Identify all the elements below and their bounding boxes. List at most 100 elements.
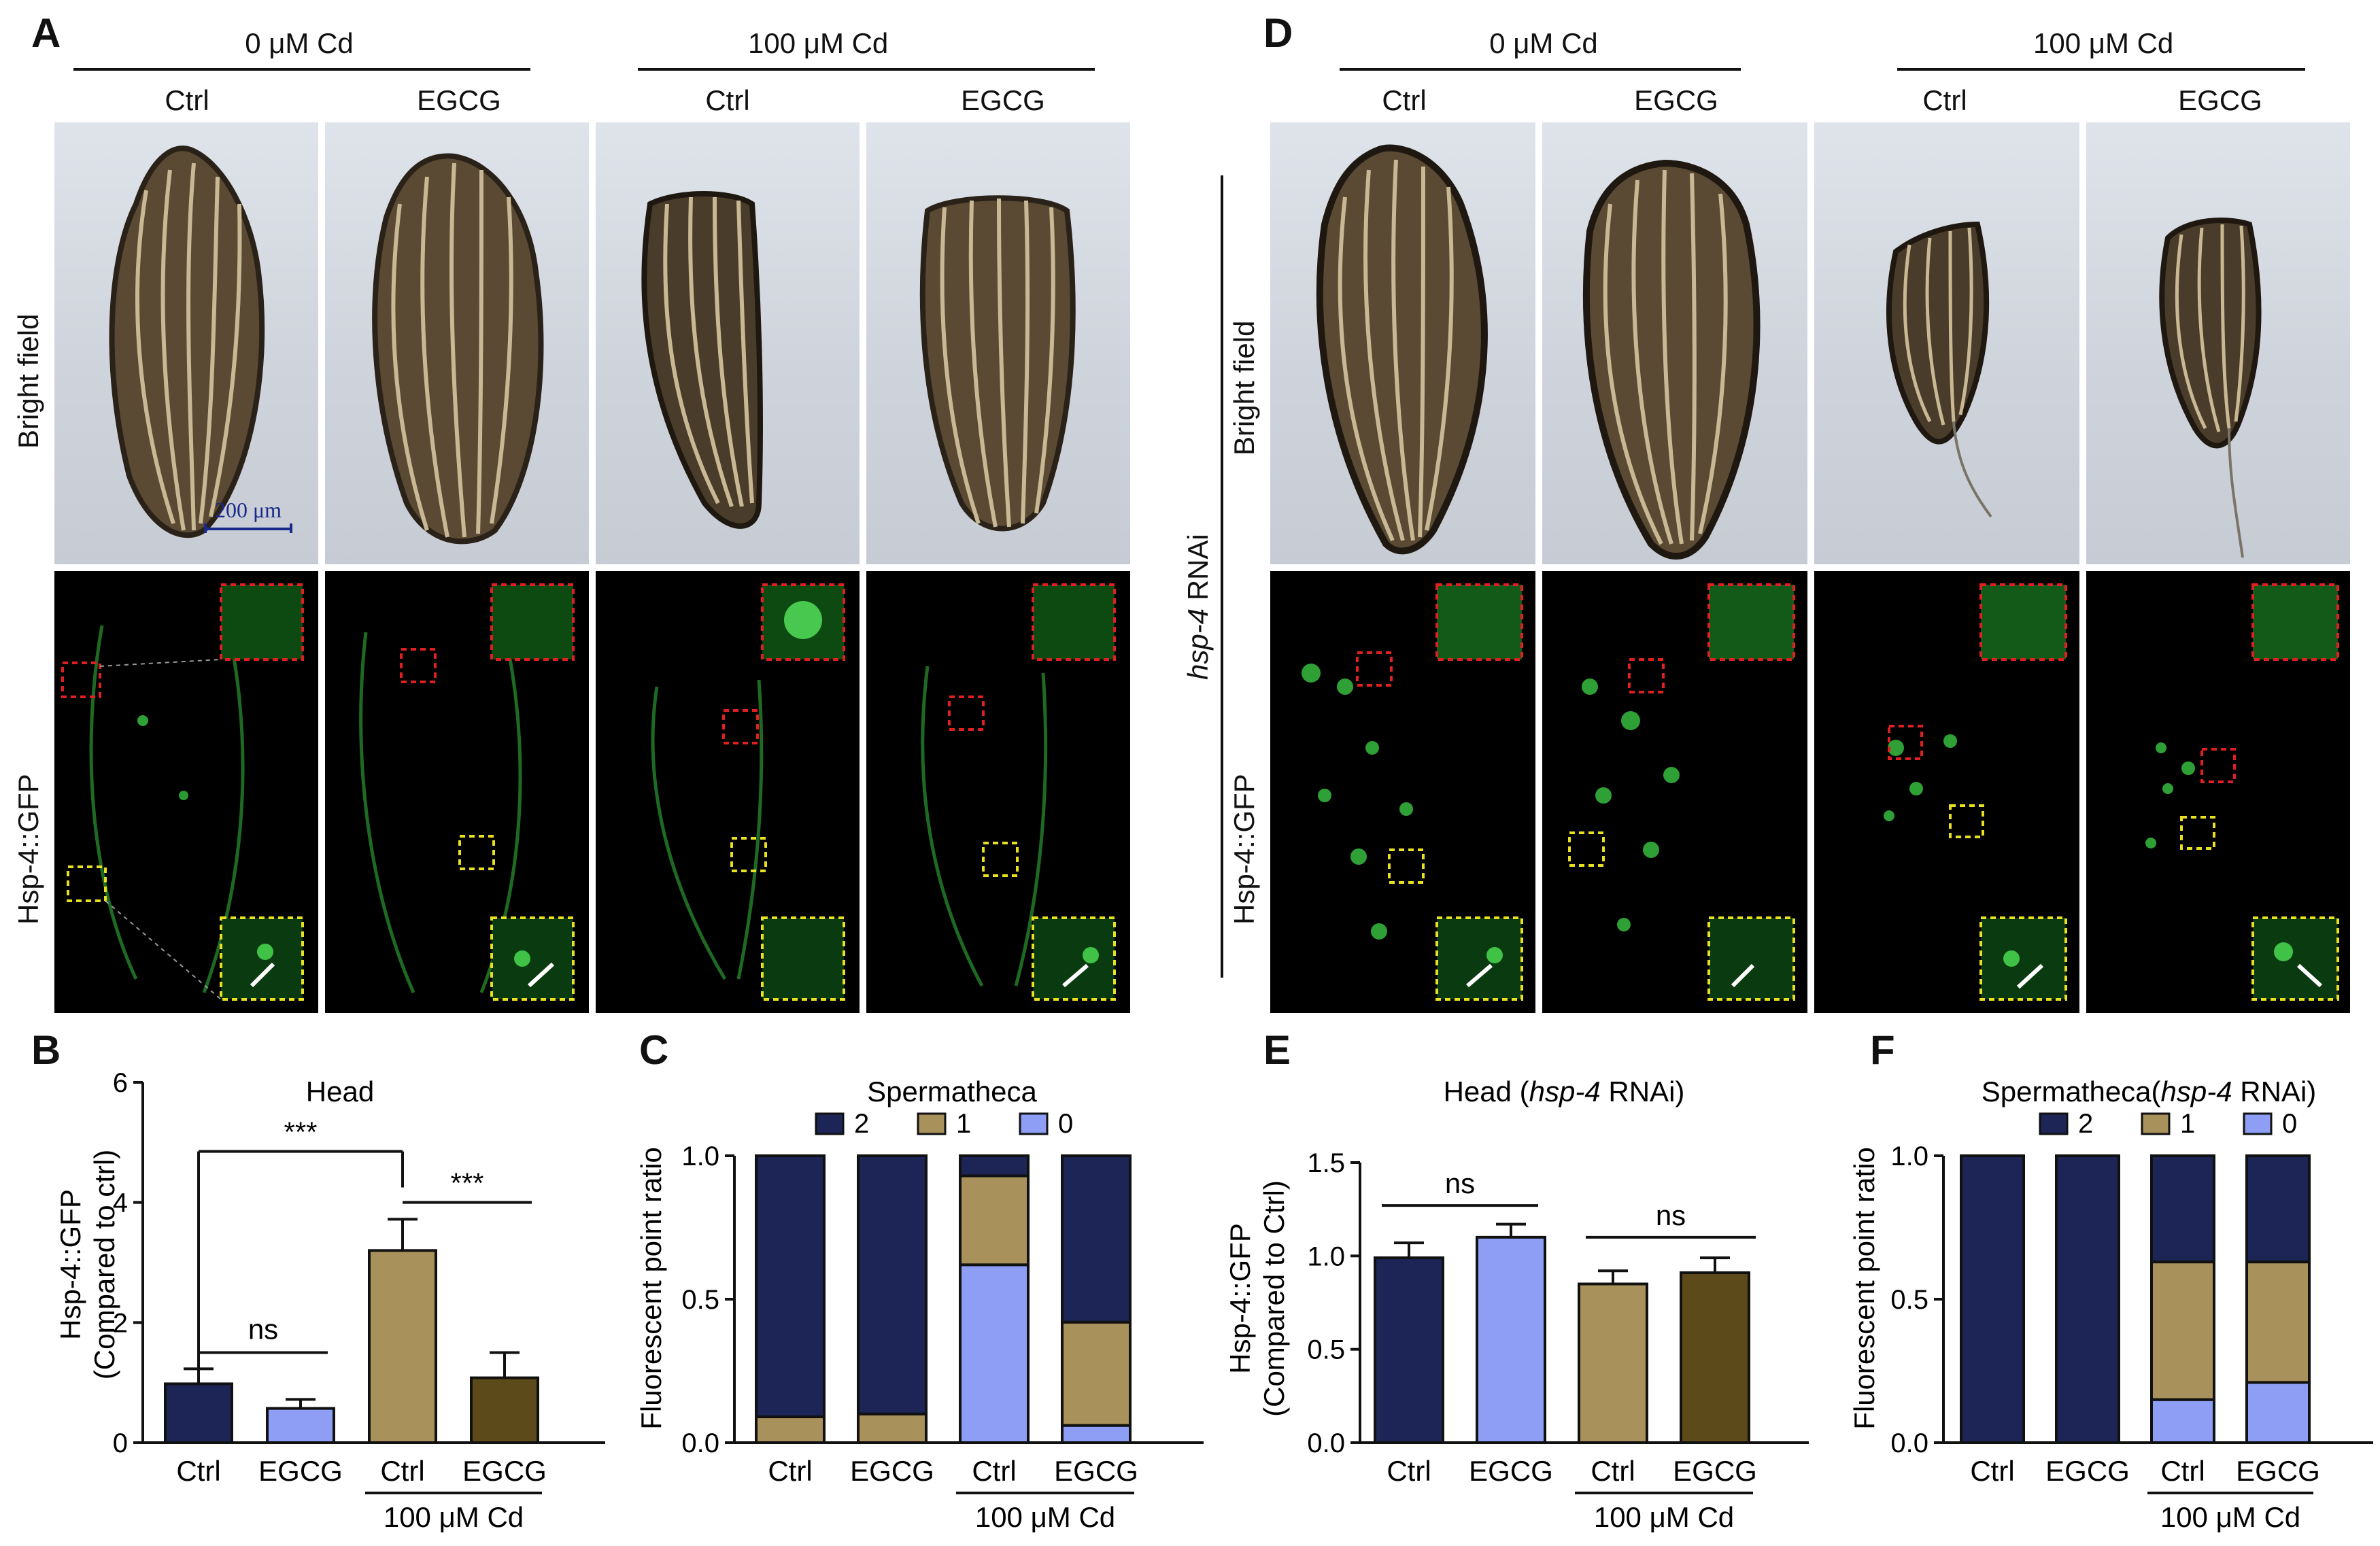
bar [1476, 1235, 1546, 1444]
y-tick-label: 1.5 [1307, 1148, 1345, 1178]
x-tick-label: EGCG [258, 1455, 343, 1487]
yellow-inset-box [1435, 916, 1523, 1001]
arrow-icon [1062, 963, 1089, 988]
y-tick-label: 0.0 [681, 1428, 719, 1458]
chart-title: Spermatheca(hsp-4 RNAi) [1982, 1076, 2317, 1107]
x-tick-label: EGCG [2236, 1455, 2320, 1487]
legend-label: 1 [956, 1109, 971, 1139]
red-roi-box [1628, 658, 1665, 693]
panel-d-col-label: Ctrl [1382, 84, 1427, 116]
arrow-icon [2016, 963, 2044, 989]
y-axis-label: Fluorescent point ratio [1848, 1147, 1880, 1430]
scale-bar-tick [204, 523, 207, 533]
panel-a-group1-label: 0 μM Cd [245, 27, 354, 59]
panel-d-group1-line [1340, 68, 1741, 71]
panel-a-group2-label: 100 μM Cd [748, 27, 889, 59]
panel-letter-c: C [639, 1027, 669, 1073]
gfp-signal-graphic [651, 583, 845, 1001]
arrow-icon [527, 962, 555, 988]
y-tick-label: 2 [113, 1308, 128, 1338]
red-inset-box [2251, 583, 2339, 661]
y-axis-label: (Compared to Ctrl) [1258, 1180, 1290, 1417]
scale-bar-tick [290, 523, 292, 533]
gfp-signal-graphic [2145, 583, 2339, 1001]
yellow-roi-box [67, 865, 107, 902]
yellow-inset-box [490, 916, 575, 1001]
stacked-bar-segment [2055, 1154, 2120, 1444]
gfp-signal-graphic [61, 583, 304, 1001]
x-tick-label: Ctrl [380, 1455, 424, 1487]
panel-a-row-label-brightfield: Bright field [12, 313, 44, 449]
panel-d-col-label: Ctrl [1922, 84, 1967, 116]
stacked-bar-segment [2150, 1154, 2215, 1264]
significance-label: *** [284, 1116, 317, 1148]
legend-swatch [2243, 1112, 2273, 1135]
micrograph-brightfield [1814, 122, 2079, 564]
worm-bundle-graphic [2159, 218, 2262, 558]
red-inset-box [490, 583, 575, 661]
panel-a-col-label: Ctrl [705, 84, 750, 116]
micrograph-brightfield [866, 122, 1130, 564]
stacked-bar-segment [2150, 1398, 2215, 1445]
red-roi-box [61, 662, 101, 698]
x-tick-label: Ctrl [1387, 1455, 1431, 1487]
bar [1374, 1256, 1444, 1444]
legend-swatch [815, 1112, 845, 1135]
y-tick-label: 6 [113, 1068, 128, 1098]
panel-d-col-label: EGCG [1634, 84, 1718, 116]
micrograph-brightfield [1270, 122, 1535, 564]
legend-label: 2 [2078, 1109, 2093, 1139]
legend-swatch [1019, 1112, 1049, 1135]
yellow-roi-box [458, 835, 495, 870]
x-tick-label: EGCG [2045, 1455, 2130, 1487]
worm-bundle-graphic [919, 195, 1076, 532]
group-label: 100 μM Cd [975, 1501, 1115, 1533]
stacked-bar-segment [1960, 1154, 2025, 1444]
gfp-signal-graphic [1302, 583, 1523, 1001]
panel-letter-e: E [1263, 1027, 1291, 1073]
legend-label: 0 [1058, 1109, 1073, 1139]
x-tick-label: Ctrl [1970, 1455, 2014, 1487]
red-inset-box [1435, 583, 1523, 661]
stacked-bar-segment [857, 1412, 928, 1444]
micrograph-brightfield [2086, 122, 2350, 564]
bar [1680, 1271, 1750, 1445]
chart-c: Fluorescent point ratio Spermatheca 0.0 0.5… [635, 1076, 1204, 1533]
y-tick-label: 0.5 [1890, 1285, 1928, 1315]
x-tick-label: EGCG [1469, 1455, 1553, 1487]
stacked-bar-segment [2245, 1260, 2311, 1384]
legend-label: 0 [2282, 1109, 2297, 1139]
stacked-bar-segment [1061, 1320, 1132, 1427]
micrograph-brightfield [325, 122, 589, 564]
stacked-bar-segment [959, 1154, 1030, 1178]
worm-bundle-graphic [372, 153, 544, 545]
chart-title: Head (hsp-4 RNAi) [1444, 1076, 1685, 1107]
y-axis-label: Hsp-4::GFP [1224, 1223, 1256, 1374]
red-inset-box [1707, 583, 1795, 661]
group-label: 100 μM Cd [384, 1501, 524, 1533]
y-axis-label: (Compared to ctrl) [88, 1150, 120, 1379]
group-label: 100 μM Cd [1594, 1501, 1734, 1533]
red-inset-box [1032, 583, 1116, 661]
y-tick-label: 4 [113, 1188, 128, 1218]
panel-a-col-label: EGCG [961, 84, 1045, 116]
bar [368, 1249, 437, 1444]
x-tick-label: Ctrl [768, 1455, 812, 1487]
red-inset-box [220, 583, 304, 661]
y-tick-label: 0.0 [1890, 1428, 1928, 1458]
y-axis-label: Hsp-4::GFP [54, 1189, 86, 1340]
scale-bar-label: 200 μm [214, 498, 282, 522]
worm-bundle-graphic [1582, 159, 1761, 560]
chart-title: Spermatheca [867, 1076, 1037, 1107]
gfp-signal-graphic [359, 583, 575, 1001]
micrograph-brightfield [596, 122, 860, 564]
y-tick-label: 0 [113, 1428, 128, 1458]
stacked-bar-segment [857, 1154, 928, 1415]
red-roi-box [1888, 725, 1923, 760]
worm-bundle-graphic [641, 191, 763, 529]
significance-label: *** [450, 1167, 483, 1199]
red-roi-box [722, 709, 759, 744]
red-roi-box [400, 648, 437, 683]
x-tick-label: EGCG [1054, 1455, 1138, 1487]
